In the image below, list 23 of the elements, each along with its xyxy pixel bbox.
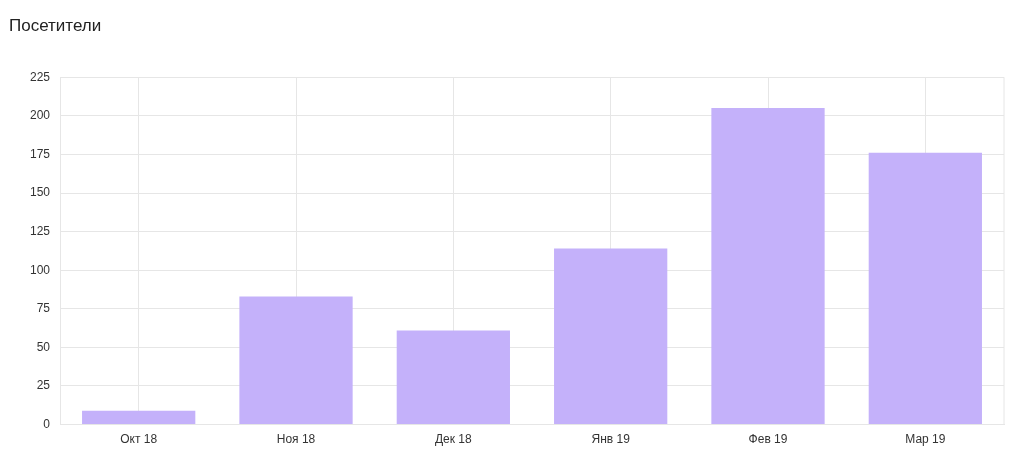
y-tick-label: 150	[29, 185, 51, 200]
bar	[239, 296, 353, 425]
y-tick-label: 75	[36, 301, 51, 316]
x-tick-label: Ноя 18	[276, 432, 316, 447]
y-tick-label: 25	[36, 378, 51, 393]
bar	[868, 152, 982, 425]
x-tick-label: Мар 19	[905, 432, 946, 447]
bar	[711, 108, 825, 425]
x-tick-label: Окт 18	[120, 432, 158, 447]
y-tick-label: 200	[29, 108, 51, 123]
x-tick-label: Дек 18	[434, 432, 473, 447]
bar	[554, 248, 668, 425]
chart-title: Посетители	[9, 16, 102, 36]
y-tick-label: 175	[29, 146, 51, 161]
x-tick-label: Фев 19	[748, 432, 788, 447]
y-tick-label: 50	[36, 339, 51, 354]
x-tick-label: Янв 19	[591, 432, 631, 447]
bar	[82, 410, 196, 425]
bar	[396, 330, 510, 425]
y-tick-label: 0	[43, 416, 51, 431]
y-tick-label: 125	[29, 223, 51, 238]
y-tick-label: 100	[29, 262, 51, 277]
y-tick-label: 225	[29, 69, 51, 84]
